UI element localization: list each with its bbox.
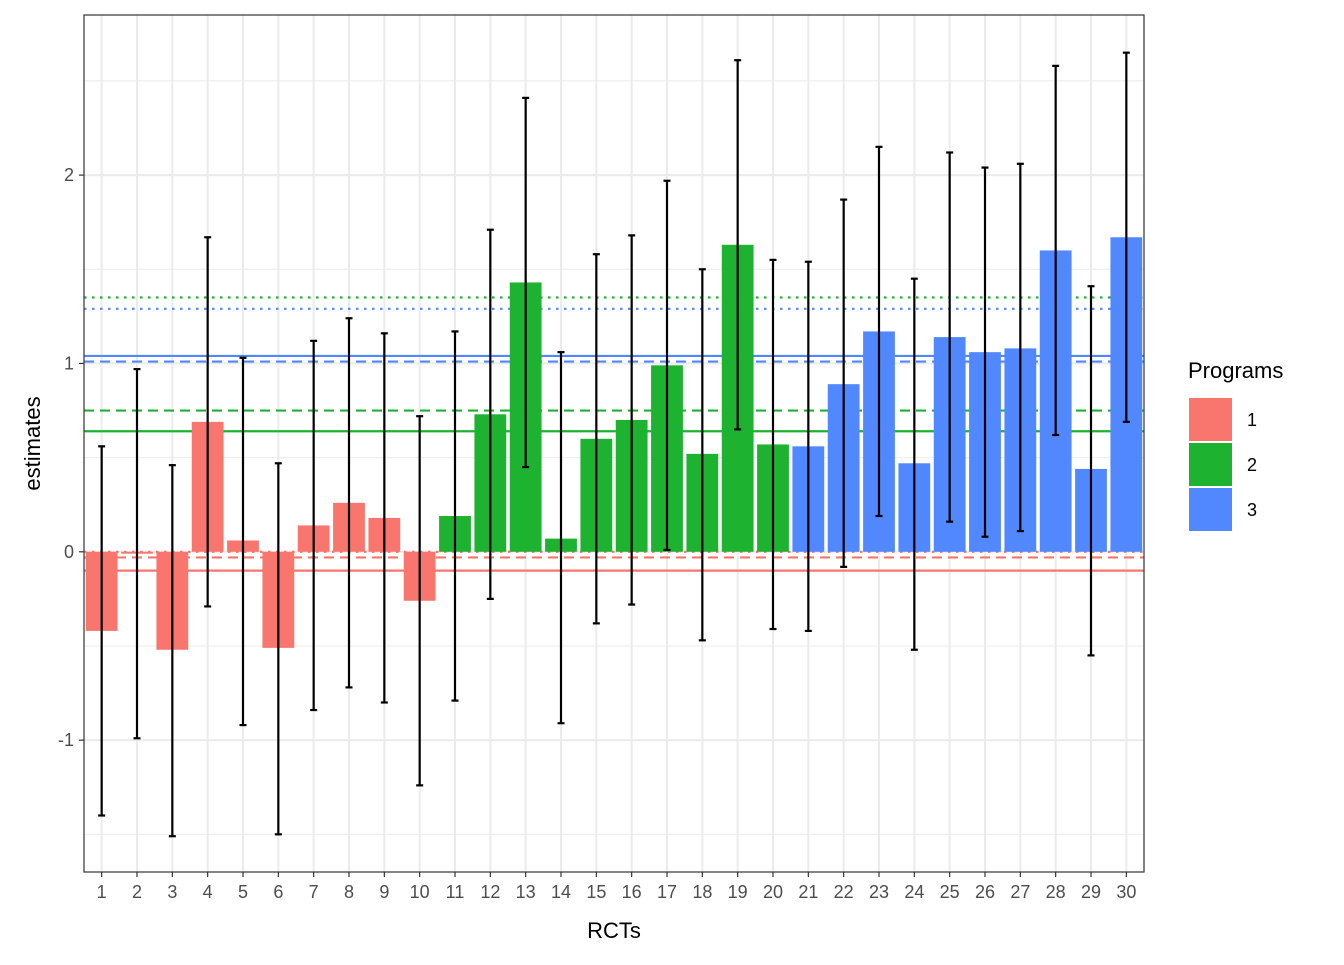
x-tick-label: 25 bbox=[940, 882, 960, 902]
error-bar-rct-4 bbox=[204, 236, 212, 608]
error-bar-rct-6 bbox=[274, 462, 282, 836]
error-bar-rct-26 bbox=[981, 166, 989, 538]
x-tick-label: 1 bbox=[97, 882, 107, 902]
y-tick-label: 2 bbox=[64, 165, 74, 185]
error-bar-rct-11 bbox=[451, 330, 459, 702]
error-bar-rct-21 bbox=[804, 260, 812, 633]
x-tick-label: 4 bbox=[203, 882, 213, 902]
error-bar-rct-5 bbox=[239, 356, 247, 727]
legend-key-program-3 bbox=[1189, 488, 1232, 531]
x-tick-label: 22 bbox=[834, 882, 854, 902]
error-bar-rct-29 bbox=[1087, 285, 1095, 657]
x-tick-label: 24 bbox=[904, 882, 924, 902]
x-tick-label: 15 bbox=[586, 882, 606, 902]
x-tick-label: 8 bbox=[344, 882, 354, 902]
panel-border bbox=[83, 14, 1145, 873]
error-bar-rct-20 bbox=[769, 258, 777, 631]
x-tick-label: 11 bbox=[446, 882, 465, 902]
error-bar-rct-28 bbox=[1052, 64, 1060, 437]
legend-title: Programs bbox=[1188, 358, 1283, 383]
x-tick-label: 3 bbox=[167, 882, 177, 902]
legend-label-program-1: 1 bbox=[1247, 410, 1257, 430]
legend-key-program-1 bbox=[1189, 398, 1232, 441]
x-axis-ticks: 1 2 3 4 5 6 7 8 9 10 11 12 13 14 15 16 17 18 19 20 21 22 23 24 2… bbox=[97, 872, 1136, 902]
plot-panel bbox=[84, 15, 1144, 872]
x-tick-label: 7 bbox=[309, 882, 319, 902]
x-tick-label: 27 bbox=[1010, 882, 1030, 902]
x-tick-label: 20 bbox=[763, 882, 783, 902]
legend: Programs 1 2 3 bbox=[1188, 358, 1283, 531]
x-tick-label: 21 bbox=[798, 882, 818, 902]
x-tick-label: 9 bbox=[379, 882, 389, 902]
error-bar-rct-27 bbox=[1016, 162, 1024, 533]
x-tick-label: 12 bbox=[480, 882, 500, 902]
x-tick-label: 6 bbox=[273, 882, 283, 902]
error-bar-rct-3 bbox=[168, 464, 176, 838]
x-tick-label: 19 bbox=[728, 882, 748, 902]
error-bar-rct-15 bbox=[592, 253, 600, 625]
y-axis-ticks: -1 0 1 2 bbox=[58, 165, 84, 750]
error-bar-rct-1 bbox=[98, 445, 106, 817]
x-tick-label: 28 bbox=[1046, 882, 1066, 902]
x-tick-label: 26 bbox=[975, 882, 995, 902]
x-tick-label: 18 bbox=[692, 882, 712, 902]
error-bar-rct-24 bbox=[910, 277, 918, 651]
error-bar-rct-16 bbox=[628, 234, 636, 606]
x-tick-label: 16 bbox=[622, 882, 642, 902]
y-tick-label: -1 bbox=[58, 730, 74, 750]
x-tick-label: 23 bbox=[869, 882, 889, 902]
error-bar-rct-13 bbox=[522, 96, 530, 469]
error-bar-rct-30 bbox=[1122, 51, 1130, 423]
legend-label-program-3: 3 bbox=[1247, 500, 1257, 520]
legend-key-program-2 bbox=[1189, 443, 1232, 486]
x-tick-label: 10 bbox=[410, 882, 430, 902]
error-bar-rct-12 bbox=[486, 228, 494, 600]
legend-label-program-2: 2 bbox=[1247, 455, 1257, 475]
error-bar-rct-23 bbox=[875, 145, 883, 518]
x-tick-label: 29 bbox=[1081, 882, 1101, 902]
y-tick-label: 0 bbox=[64, 542, 74, 562]
panel-background bbox=[84, 15, 1144, 872]
y-tick-label: 1 bbox=[64, 353, 74, 373]
x-tick-label: 13 bbox=[516, 882, 536, 902]
error-bar-rct-14 bbox=[557, 351, 565, 725]
error-bar-rct-19 bbox=[734, 59, 742, 431]
error-bars bbox=[98, 51, 1130, 838]
x-tick-label: 17 bbox=[657, 882, 677, 902]
x-tick-label: 5 bbox=[238, 882, 248, 902]
error-bar-rct-17 bbox=[663, 179, 671, 552]
error-bar-rct-2 bbox=[133, 368, 141, 740]
error-bar-rct-25 bbox=[946, 151, 954, 523]
x-axis-title: RCTs bbox=[587, 918, 641, 943]
x-tick-label: 14 bbox=[551, 882, 571, 902]
x-tick-label: 30 bbox=[1116, 882, 1136, 902]
error-bar-rct-9 bbox=[380, 332, 388, 704]
error-bar-rct-8 bbox=[345, 317, 353, 689]
error-bar-rct-22 bbox=[840, 198, 848, 568]
error-bar-rct-10 bbox=[416, 415, 424, 787]
y-axis-title: estimates bbox=[20, 396, 45, 490]
x-tick-label: 2 bbox=[132, 882, 142, 902]
reference-lines bbox=[84, 296, 1144, 572]
error-bar-rct-7 bbox=[310, 339, 318, 712]
error-bar-rct-18 bbox=[698, 268, 706, 642]
